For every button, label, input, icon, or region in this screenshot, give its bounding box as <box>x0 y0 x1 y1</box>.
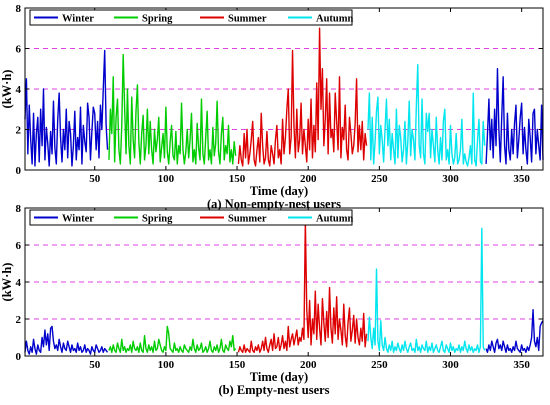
y-tick-label: 2 <box>16 125 22 137</box>
x-tick-label: 100 <box>158 359 175 371</box>
x-tick-label: 150 <box>229 173 246 185</box>
legend-box <box>29 9 353 26</box>
x-tick-label: 50 <box>89 359 101 371</box>
y-tick-label: 4 <box>16 84 22 96</box>
y-tick-label: 2 <box>16 314 22 326</box>
legend-label-spring: Spring <box>142 214 173 225</box>
x-tick-label: 250 <box>371 359 388 371</box>
legend-label-autumn: Autumn <box>316 14 354 25</box>
y-axis-label: (kW·h) <box>0 263 14 302</box>
panel-caption: (b) Empty-nest users <box>218 383 329 397</box>
series-line-summer <box>237 27 368 167</box>
x-tick-label: 250 <box>371 173 388 185</box>
legend-label-summer: Summer <box>228 14 267 25</box>
x-tick-label: 300 <box>442 359 459 371</box>
x-axis-label: Time (day) <box>250 370 308 384</box>
series-line-winter <box>24 325 109 355</box>
legend-label-spring: Spring <box>142 14 173 25</box>
plot-frame <box>24 207 544 357</box>
chart-panel-0: 50 100 150 200 250 300 350 0 2 4 6 8 (kW·h) Time (day… <box>0 3 544 211</box>
legend-label-summer: Summer <box>228 214 267 225</box>
series-line-winter-end <box>485 309 544 353</box>
series-line-winter-end <box>485 68 544 165</box>
y-axis-label: (kW·h) <box>0 70 14 109</box>
series-line-spring <box>108 53 237 165</box>
legend-label-winter: Winter <box>62 214 94 225</box>
legend: Winter Spring Summer Autumn <box>29 9 354 26</box>
series-line-spring <box>108 325 237 353</box>
x-tick-label: 200 <box>300 173 317 185</box>
x-axis-label: Time (day) <box>250 184 308 198</box>
legend-label-autumn: Autumn <box>316 214 354 225</box>
chart-panel-1: 50 100 150 200 250 300 350 0 2 4 6 8 (kW·h) Time (day… <box>0 203 544 397</box>
x-tick-label: 150 <box>229 359 246 371</box>
y-tick-label: 8 <box>16 203 22 215</box>
y-tick-label: 6 <box>16 44 22 56</box>
y-tick-label: 0 <box>16 351 22 363</box>
panel-caption: (a) Non-empty-nest users <box>207 197 341 211</box>
x-tick-label: 50 <box>89 173 101 185</box>
x-tick-label: 300 <box>442 173 459 185</box>
y-tick-label: 4 <box>16 277 22 289</box>
legend-box <box>29 209 353 226</box>
series-line-autumn <box>367 227 486 353</box>
series-line-winter <box>24 49 109 167</box>
series-line-autumn <box>367 63 486 167</box>
legend: Winter Spring Summer Autumn <box>29 209 354 226</box>
legend-label-winter: Winter <box>62 14 94 25</box>
y-tick-label: 8 <box>16 3 22 15</box>
x-tick-label: 100 <box>158 173 175 185</box>
series-line-summer <box>237 220 368 353</box>
y-tick-label: 0 <box>16 165 22 177</box>
x-tick-label: 350 <box>513 359 530 371</box>
x-tick-label: 350 <box>513 173 530 185</box>
x-tick-label: 200 <box>300 359 317 371</box>
y-tick-label: 6 <box>16 240 22 252</box>
